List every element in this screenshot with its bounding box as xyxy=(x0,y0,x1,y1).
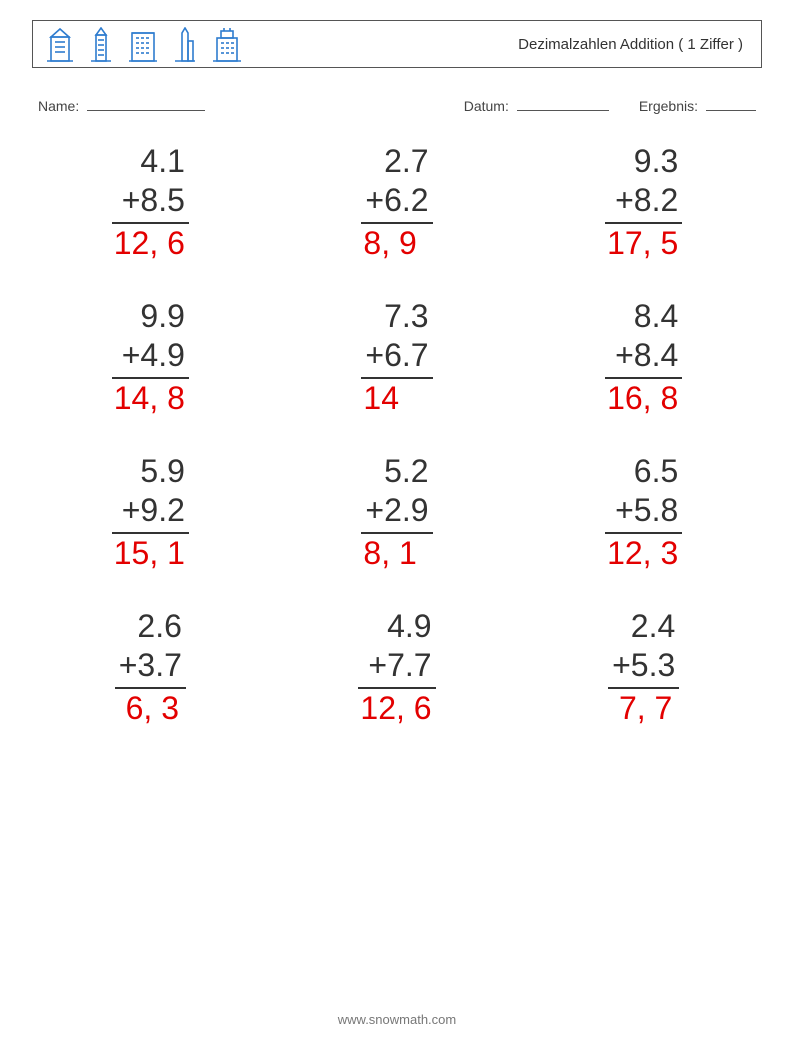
problem-cell: 9.3+8.2 17, 5 xyxy=(525,142,762,263)
meta-row: Name: Datum: Ergebnis: xyxy=(32,96,762,114)
problem-stack: 5.9+9.2 15, 1 xyxy=(112,452,189,573)
operand-bottom: +3.7 xyxy=(115,646,186,685)
result-blank[interactable] xyxy=(706,96,756,111)
date-blank[interactable] xyxy=(517,96,609,111)
worksheet-page: Dezimalzahlen Addition ( 1 Ziffer ) Name… xyxy=(0,0,794,1053)
problem-stack: 8.4+8.4 16, 8 xyxy=(605,297,682,418)
page-title: Dezimalzahlen Addition ( 1 Ziffer ) xyxy=(518,36,743,53)
operand-top: 7.3 xyxy=(361,297,432,336)
problem-cell: 5.9+9.2 15, 1 xyxy=(32,452,269,573)
answer: 14 xyxy=(361,379,432,418)
building-icon xyxy=(173,27,197,63)
answer: 8, 1 xyxy=(361,534,432,573)
building-icon xyxy=(127,27,159,63)
name-blank[interactable] xyxy=(87,96,205,111)
problem-stack: 7.3+6.7 14 xyxy=(361,297,432,418)
building-icon xyxy=(211,27,243,63)
answer: 14, 8 xyxy=(112,379,189,418)
operand-bottom: +6.7 xyxy=(361,336,432,375)
problem-stack: 4.9+7.7 12, 6 xyxy=(358,607,435,728)
operand-top: 2.4 xyxy=(608,607,679,646)
operand-top: 2.6 xyxy=(115,607,186,646)
operand-top: 6.5 xyxy=(605,452,682,491)
operand-bottom: +6.2 xyxy=(361,181,432,220)
problem-stack: 2.4+5.3 7, 7 xyxy=(608,607,679,728)
problem-grid: 4.1+8.5 12, 6 2.7+6.2 8, 9 9.3+8.2 17, 5 9.9+4… xyxy=(32,142,762,728)
problem-stack: 4.1+8.5 12, 6 xyxy=(112,142,189,263)
operand-top: 9.9 xyxy=(112,297,189,336)
answer: 7, 7 xyxy=(608,689,679,728)
answer: 15, 1 xyxy=(112,534,189,573)
result-label: Ergebnis: xyxy=(639,98,698,114)
problem-stack: 9.3+8.2 17, 5 xyxy=(605,142,682,263)
operand-bottom: +4.9 xyxy=(112,336,189,375)
operand-top: 9.3 xyxy=(605,142,682,181)
operand-bottom: +8.5 xyxy=(112,181,189,220)
answer: 16, 8 xyxy=(605,379,682,418)
operand-top: 4.9 xyxy=(358,607,435,646)
operand-top: 4.1 xyxy=(112,142,189,181)
footer-url: www.snowmath.com xyxy=(0,1012,794,1027)
date-label: Datum: xyxy=(464,98,509,114)
answer: 6, 3 xyxy=(115,689,186,728)
building-icon xyxy=(89,27,113,63)
problem-cell: 2.6+3.7 6, 3 xyxy=(32,607,269,728)
header-icons xyxy=(45,21,243,67)
problem-stack: 2.6+3.7 6, 3 xyxy=(115,607,186,728)
answer: 17, 5 xyxy=(605,224,682,263)
problem-stack: 9.9+4.9 14, 8 xyxy=(112,297,189,418)
problem-cell: 5.2+2.9 8, 1 xyxy=(279,452,516,573)
problem-cell: 2.4+5.3 7, 7 xyxy=(525,607,762,728)
problem-cell: 4.1+8.5 12, 6 xyxy=(32,142,269,263)
problem-cell: 9.9+4.9 14, 8 xyxy=(32,297,269,418)
operand-top: 5.2 xyxy=(361,452,432,491)
operand-bottom: +2.9 xyxy=(361,491,432,530)
problem-cell: 4.9+7.7 12, 6 xyxy=(279,607,516,728)
operand-bottom: +9.2 xyxy=(112,491,189,530)
operand-bottom: +8.4 xyxy=(605,336,682,375)
problem-cell: 8.4+8.4 16, 8 xyxy=(525,297,762,418)
problem-stack: 2.7+6.2 8, 9 xyxy=(361,142,432,263)
operand-top: 8.4 xyxy=(605,297,682,336)
operand-bottom: +7.7 xyxy=(358,646,435,685)
operand-top: 5.9 xyxy=(112,452,189,491)
answer: 8, 9 xyxy=(361,224,432,263)
problem-cell: 6.5+5.8 12, 3 xyxy=(525,452,762,573)
operand-bottom: +8.2 xyxy=(605,181,682,220)
name-label: Name: xyxy=(38,98,79,114)
header: Dezimalzahlen Addition ( 1 Ziffer ) xyxy=(32,20,762,68)
problem-stack: 6.5+5.8 12, 3 xyxy=(605,452,682,573)
problem-stack: 5.2+2.9 8, 1 xyxy=(361,452,432,573)
operand-bottom: +5.3 xyxy=(608,646,679,685)
problem-cell: 2.7+6.2 8, 9 xyxy=(279,142,516,263)
problem-cell: 7.3+6.7 14 xyxy=(279,297,516,418)
operand-top: 2.7 xyxy=(361,142,432,181)
operand-bottom: +5.8 xyxy=(605,491,682,530)
answer: 12, 6 xyxy=(112,224,189,263)
building-icon xyxy=(45,27,75,63)
answer: 12, 3 xyxy=(605,534,682,573)
answer: 12, 6 xyxy=(358,689,435,728)
